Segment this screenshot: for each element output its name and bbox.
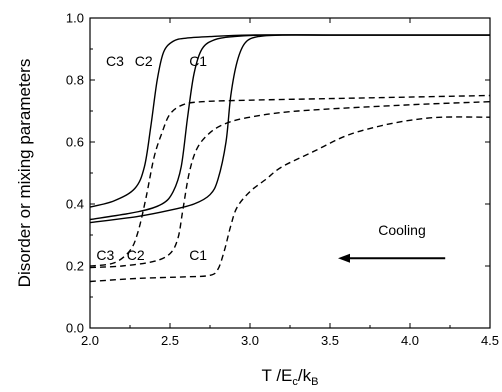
cooling-label: Cooling	[378, 222, 425, 238]
y-tick-label: 0.8	[66, 73, 84, 88]
series-layer	[89, 34, 491, 283]
x-tick-label: 2.5	[161, 333, 179, 348]
curve-label-c3: C3	[96, 247, 114, 263]
curve-label-c2: C2	[135, 53, 153, 69]
y-axis-title: Disorder or mixing parameters	[15, 59, 34, 288]
series-c1-dashed	[89, 116, 491, 283]
y-tick-label: 0.0	[66, 321, 84, 336]
x-axis-title-sub-c: c	[292, 376, 298, 388]
x-axis-title-main: T /E	[262, 366, 293, 385]
y-tick-label: 0.4	[66, 197, 84, 212]
curve-label-c1: C1	[189, 247, 207, 263]
series-c3-dashed	[89, 94, 491, 267]
annotation-layer: Cooling	[338, 222, 446, 263]
y-tick-label: 0.6	[66, 135, 84, 150]
x-axis-ticks: 2.0 2.5 3.0 3.5 4.0 4.5	[81, 18, 499, 348]
x-tick-label: 2.0	[81, 333, 99, 348]
x-tick-label: 4.5	[481, 333, 499, 348]
series-c3-solid	[89, 34, 490, 208]
x-axis-title-mid: /k	[298, 366, 312, 385]
series-c2-dashed	[89, 101, 491, 269]
y-tick-label: 1.0	[66, 11, 84, 26]
x-axis-title-sub-b: B	[311, 376, 318, 388]
x-tick-label: 3.5	[321, 333, 339, 348]
curve-label-c3: C3	[106, 53, 124, 69]
curve-labels-layer: C3 C2 C1 C3 C2 C1	[96, 53, 207, 263]
x-tick-label: 4.0	[401, 333, 419, 348]
x-axis-title: T /Ec/kB	[262, 366, 319, 388]
cooling-arrow-head	[338, 253, 350, 263]
x-tick-label: 3.0	[241, 333, 259, 348]
curve-label-c2: C2	[127, 247, 145, 263]
y-tick-label: 0.2	[66, 259, 84, 274]
curve-label-c1: C1	[189, 53, 207, 69]
y-axis-ticks: 0.0 0.2 0.4 0.6 0.8 1.0	[66, 11, 490, 336]
